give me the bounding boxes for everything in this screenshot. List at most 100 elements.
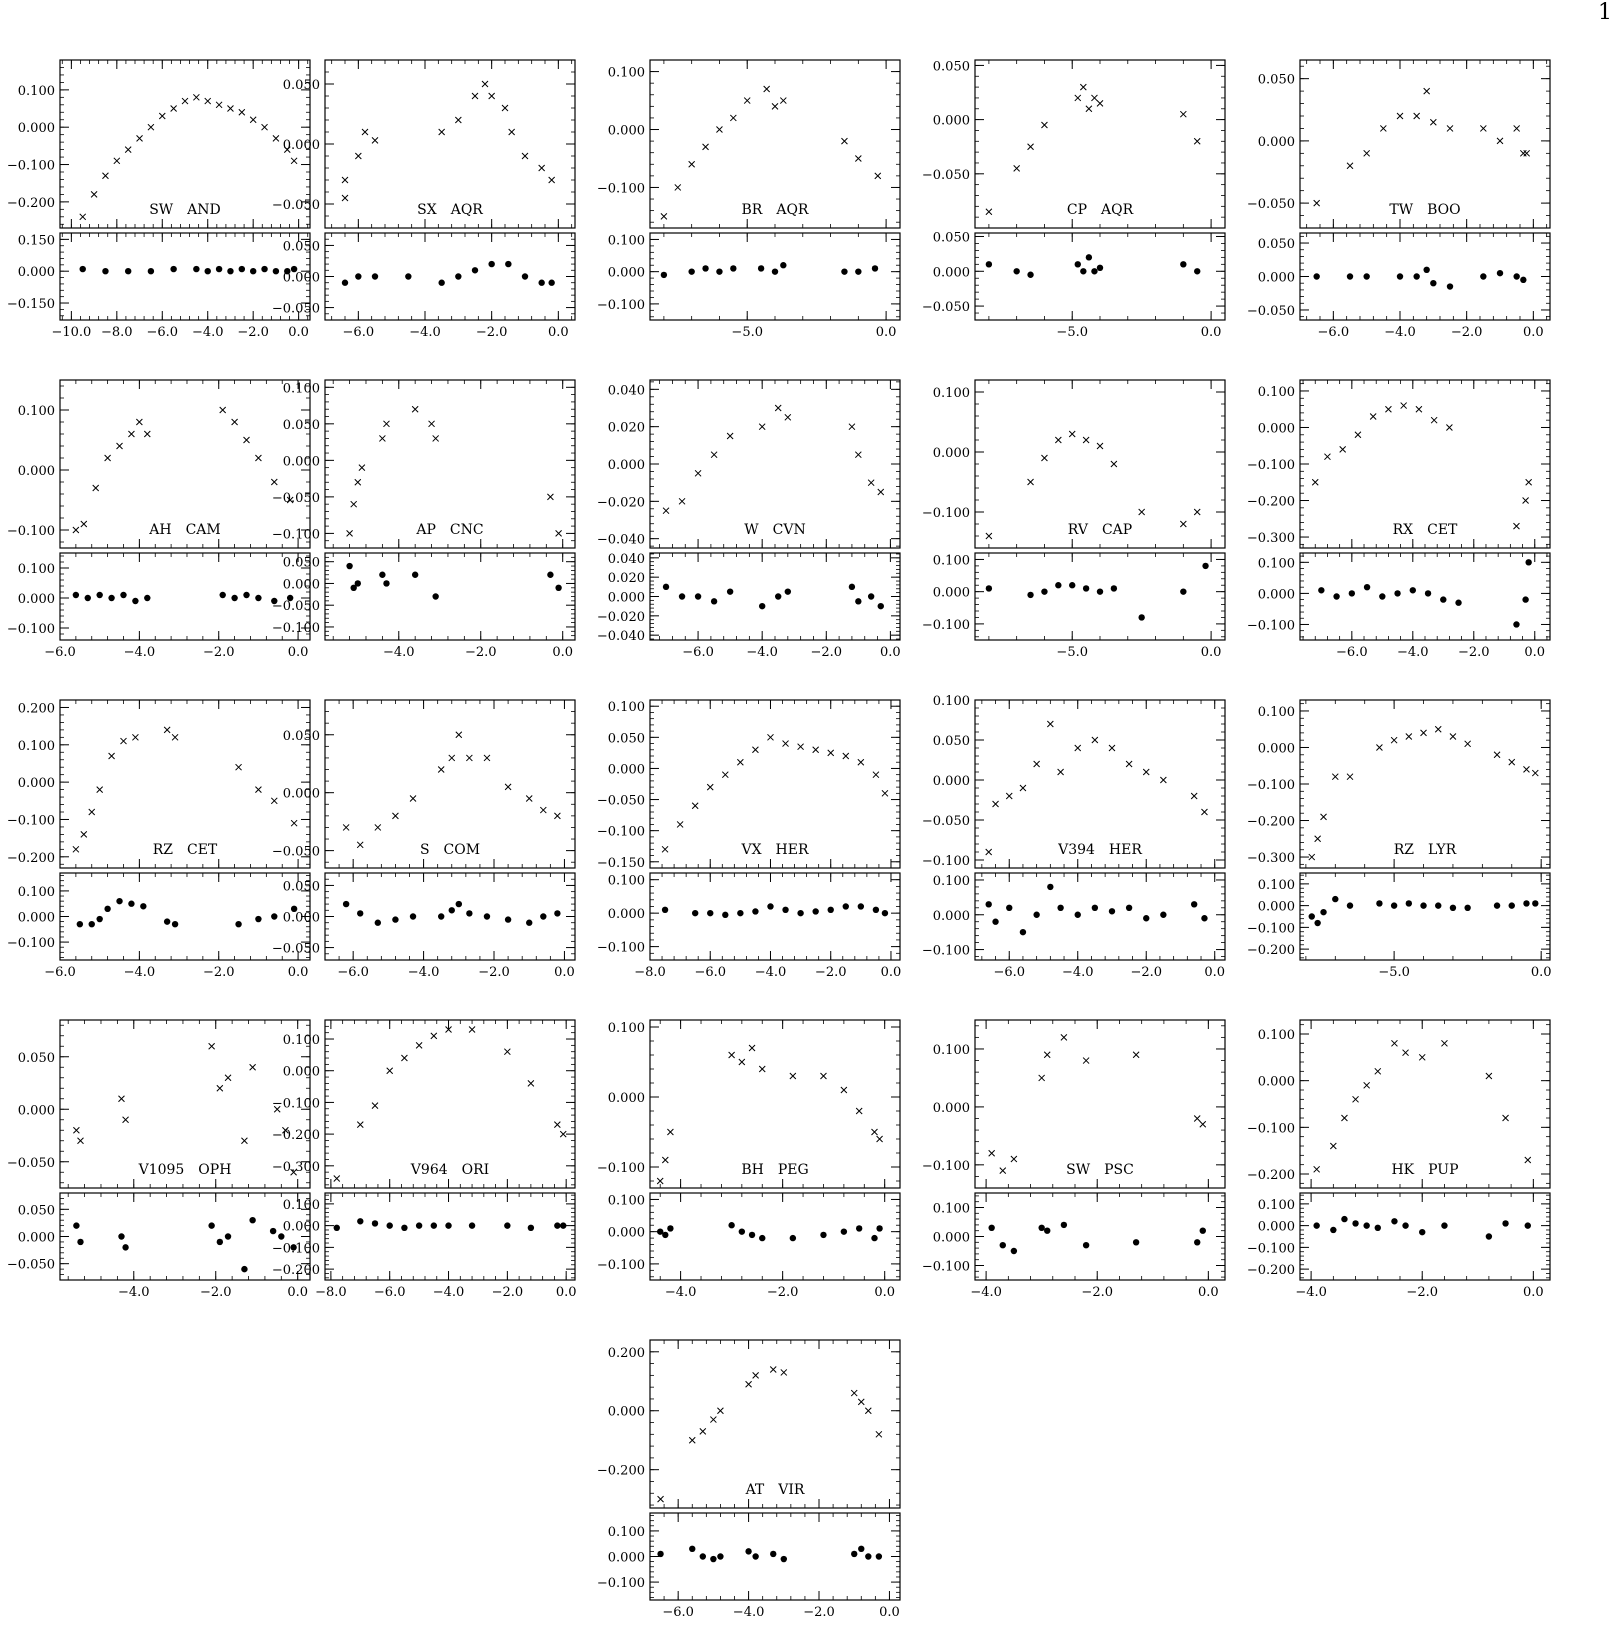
y-tick-label: −0.200 <box>7 851 55 866</box>
data-point-cross <box>872 771 880 779</box>
y-tick-label: −0.100 <box>922 944 970 959</box>
data-point-cross <box>170 105 177 112</box>
data-point-cross <box>848 423 856 431</box>
data-point-cross <box>481 80 489 88</box>
data-point-cross <box>1331 773 1339 781</box>
data-point-cross <box>1190 792 1198 800</box>
data-point-dot <box>745 1548 752 1555</box>
lower-panel-frame <box>649 552 901 641</box>
x-tick-label: −4.0 <box>124 645 156 660</box>
data-point-dot <box>355 273 362 280</box>
data-point-dot <box>985 261 993 268</box>
data-point-dot <box>840 1228 848 1235</box>
data-point-dot <box>128 900 135 907</box>
data-point-dot <box>1440 596 1447 603</box>
data-point-dot <box>405 273 412 280</box>
y-tick-label: 0.000 <box>608 124 645 139</box>
data-point-cross <box>215 101 223 109</box>
y-tick-label: 0.000 <box>18 911 55 926</box>
y-tick-label: −0.100 <box>922 506 970 521</box>
y-tick-label: −0.200 <box>1247 815 1295 830</box>
data-point-cross <box>392 812 399 820</box>
star-name-label: AT VIR <box>745 1482 805 1498</box>
x-tick-label: 0.0 <box>1524 645 1545 660</box>
data-point-dot <box>538 279 545 286</box>
data-point-dot <box>1419 1228 1426 1236</box>
y-tick-label: 0.000 <box>933 586 970 601</box>
star-panel: 0.100 0.050 0.000 −0.050 −0.100 0.050 0.000 −0.… <box>272 379 576 660</box>
data-point-dot <box>722 911 729 919</box>
x-tick-label: −6.0 <box>694 965 726 980</box>
data-point-cross <box>784 413 792 421</box>
data-point-dot <box>231 594 238 602</box>
y-tick-label: −0.100 <box>7 936 55 951</box>
x-tick-label: −4.0 <box>755 965 787 980</box>
y-tick-label: 0.000 <box>933 1101 970 1116</box>
star-panel: 0.100 0.000 −0.100 −0.200 0.150 0.000 −0.150 SW… <box>7 59 311 340</box>
data-point-cross <box>227 105 234 112</box>
y-tick-label: 0.050 <box>283 418 320 433</box>
data-point-dot <box>726 588 734 595</box>
data-point-dot <box>1449 904 1457 911</box>
y-tick-label: −0.200 <box>1247 1168 1295 1183</box>
data-point-dot <box>238 265 246 273</box>
data-point-dot <box>415 1222 423 1229</box>
data-point-dot <box>1513 273 1520 280</box>
y-tick-label: 0.000 <box>933 1231 970 1246</box>
x-tick-label: 0.0 <box>874 1285 895 1300</box>
data-point-dot <box>504 916 512 923</box>
data-point-dot <box>1493 902 1501 909</box>
x-tick-label: −2.0 <box>1451 325 1483 340</box>
data-point-cross <box>1193 1115 1201 1122</box>
y-tick-label: 0.100 <box>933 1043 970 1058</box>
data-point-cross <box>771 102 779 110</box>
x-tick-label: −2.0 <box>1081 1285 1113 1300</box>
star-name-label: RZ CET <box>153 842 218 858</box>
data-point-dot <box>771 268 779 275</box>
star-name-label: S COM <box>420 842 480 858</box>
data-point-dot <box>688 268 695 275</box>
star-name-label: TW BOO <box>1389 202 1460 218</box>
data-point-dot <box>215 265 223 273</box>
data-point-cross <box>758 1065 766 1073</box>
data-point-dot <box>988 1224 995 1232</box>
data-point-cross <box>1074 94 1082 102</box>
y-tick-label: −0.200 <box>1247 495 1295 510</box>
data-point-cross <box>758 423 766 431</box>
data-point-cross <box>855 1107 863 1115</box>
x-tick-label: −2.0 <box>237 325 269 340</box>
y-tick-label: −0.100 <box>922 1159 970 1174</box>
x-tick-label: −2.0 <box>203 645 235 660</box>
data-point-cross <box>797 743 804 751</box>
data-point-dot <box>1485 1233 1493 1240</box>
data-point-dot <box>797 909 804 917</box>
upper-panel-frame <box>1299 59 1551 229</box>
y-tick-label: −0.040 <box>597 629 645 644</box>
data-point-dot <box>1525 559 1532 566</box>
data-point-dot <box>548 279 555 286</box>
data-point-cross <box>118 1095 125 1103</box>
y-tick-label: 0.000 <box>608 762 645 777</box>
data-point-dot <box>392 916 399 923</box>
data-point-cross <box>864 1407 872 1415</box>
data-point-cross <box>1068 430 1076 438</box>
x-tick-label: −4.0 <box>408 965 440 980</box>
y-tick-label: −0.100 <box>597 181 645 196</box>
data-point-dot <box>780 1555 788 1563</box>
y-tick-label: 0.000 <box>18 1103 55 1118</box>
data-point-cross <box>1082 1057 1090 1064</box>
x-tick-label: −6.0 <box>1318 325 1350 340</box>
data-point-cross <box>875 1430 883 1438</box>
data-point-cross <box>430 1032 438 1040</box>
data-point-cross <box>356 1121 364 1128</box>
data-point-cross <box>415 1042 423 1049</box>
y-tick-label: 0.100 <box>1258 556 1295 571</box>
data-point-cross <box>235 763 242 771</box>
data-point-dot <box>204 267 211 275</box>
data-point-cross <box>985 208 993 216</box>
data-point-dot <box>759 1234 766 1242</box>
data-point-cross <box>401 1054 408 1062</box>
y-tick-label: −0.050 <box>7 1258 55 1273</box>
x-tick-label: −6.0 <box>374 1285 406 1300</box>
data-point-cross <box>374 824 382 831</box>
